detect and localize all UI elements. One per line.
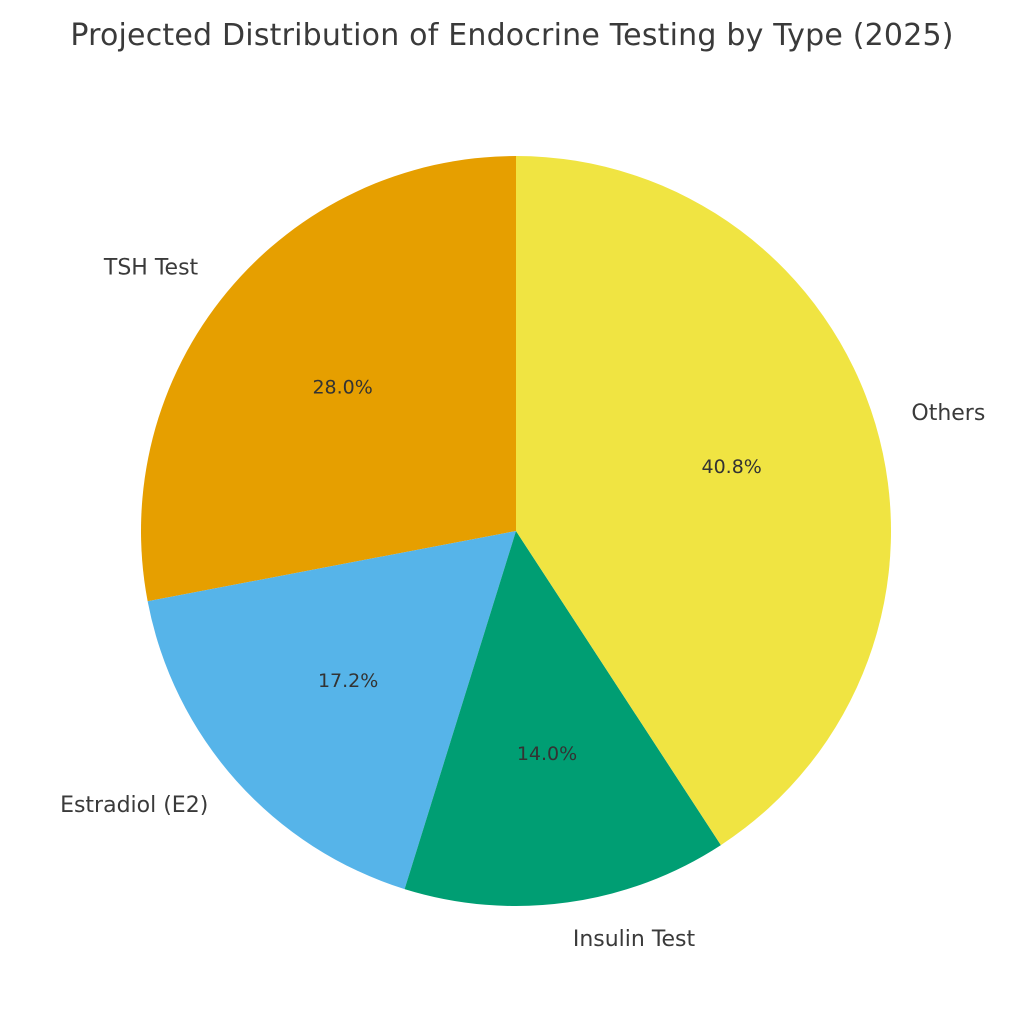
slice-percent-others: 40.8%: [701, 456, 761, 478]
pie-slice-estradiol-e2: [147, 531, 517, 890]
slice-percent-tsh-test: 28.0%: [312, 377, 372, 399]
pie-slice-others: [516, 156, 891, 846]
slice-percent-insulin-test: 14.0%: [517, 743, 577, 765]
pie-labels: TSH Test 28.0% Estradiol (E2) 17.2% Insulin …: [60, 256, 985, 953]
pie-slices: [140, 156, 891, 906]
slice-label-others: Others: [911, 401, 985, 426]
slice-percent-estradiol-e2: 17.2%: [318, 670, 378, 692]
slice-label-estradiol-e2: Estradiol (E2): [60, 793, 208, 818]
pie-slice-tsh-test: [140, 156, 516, 602]
slice-label-insulin-test: Insulin Test: [573, 927, 696, 952]
pie-slice-insulin-test: [404, 531, 721, 906]
chart-title: Projected Distribution of Endocrine Test…: [70, 18, 954, 53]
slice-label-tsh-test: TSH Test: [103, 256, 199, 281]
